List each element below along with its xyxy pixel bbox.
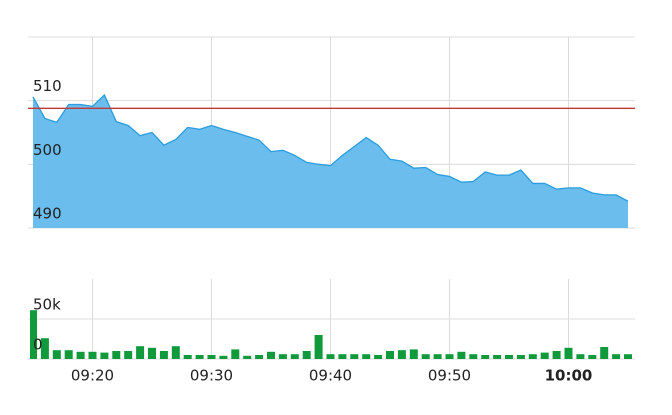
volume-bar bbox=[469, 354, 478, 359]
volume-bar bbox=[457, 351, 466, 359]
price-line bbox=[32, 93, 629, 202]
volume-bar bbox=[159, 351, 168, 359]
volume-bar bbox=[290, 354, 299, 359]
price-area bbox=[33, 94, 628, 228]
volume-bar bbox=[207, 355, 216, 359]
volume-bar bbox=[219, 355, 228, 359]
volume-bar bbox=[433, 354, 442, 359]
volume-bar bbox=[338, 354, 347, 359]
volume-bar bbox=[540, 352, 549, 359]
volume-bar bbox=[350, 354, 359, 359]
volume-bar bbox=[624, 354, 632, 359]
volume-bar bbox=[255, 355, 264, 359]
volume-bar bbox=[374, 355, 383, 359]
y-tick-label: 510 bbox=[33, 77, 62, 95]
volume-bar bbox=[52, 350, 61, 359]
y-tick-label: 500 bbox=[33, 141, 62, 159]
volume-bar bbox=[64, 350, 73, 359]
volume-bar bbox=[124, 351, 133, 359]
volume-bar bbox=[493, 355, 502, 359]
x-tick-label: 09:20 bbox=[71, 367, 114, 385]
volume-bar bbox=[267, 351, 275, 359]
volume-bar bbox=[171, 346, 180, 359]
volume-bar bbox=[40, 338, 49, 359]
volume-bar bbox=[195, 355, 204, 359]
volume-bar bbox=[612, 354, 621, 359]
volume-bar bbox=[231, 349, 240, 359]
volume-bar bbox=[183, 355, 192, 359]
volume-bar bbox=[30, 310, 37, 359]
volume-bar bbox=[278, 354, 287, 359]
y-tick-label: 490 bbox=[33, 205, 62, 223]
volume-bar bbox=[326, 354, 335, 359]
volume-bar bbox=[314, 335, 323, 359]
volume-bar bbox=[243, 355, 252, 359]
volume-bar bbox=[576, 354, 585, 359]
volume-bar bbox=[421, 354, 430, 359]
volume-bar bbox=[136, 346, 145, 359]
volume-bar bbox=[88, 351, 97, 359]
volume-bar bbox=[386, 351, 394, 359]
volume-bar bbox=[302, 351, 311, 359]
volume-bar bbox=[409, 349, 418, 359]
volume-bar bbox=[445, 354, 454, 359]
volume-bar bbox=[600, 347, 609, 359]
volume-bar bbox=[552, 351, 561, 359]
volume-bar bbox=[112, 351, 121, 359]
volume-bar bbox=[564, 347, 573, 359]
y-tick-label: 50k bbox=[33, 296, 61, 314]
volume-bar bbox=[362, 354, 371, 359]
x-tick-label: 09:50 bbox=[428, 367, 471, 385]
volume-bar bbox=[516, 355, 525, 359]
volume-bar bbox=[505, 355, 513, 359]
volume-bar bbox=[397, 350, 406, 359]
volume-bar bbox=[76, 351, 85, 359]
y-tick-label: 0 bbox=[33, 336, 43, 354]
volume-bar bbox=[100, 352, 109, 359]
x-tick-label: 09:30 bbox=[190, 367, 233, 385]
x-tick-label: 10:00 bbox=[545, 367, 593, 385]
volume-bar bbox=[528, 354, 537, 359]
volume-bar bbox=[148, 347, 156, 359]
x-tick-label: 09:40 bbox=[309, 367, 352, 385]
volume-bar bbox=[481, 355, 490, 359]
volume-bar bbox=[588, 355, 597, 359]
